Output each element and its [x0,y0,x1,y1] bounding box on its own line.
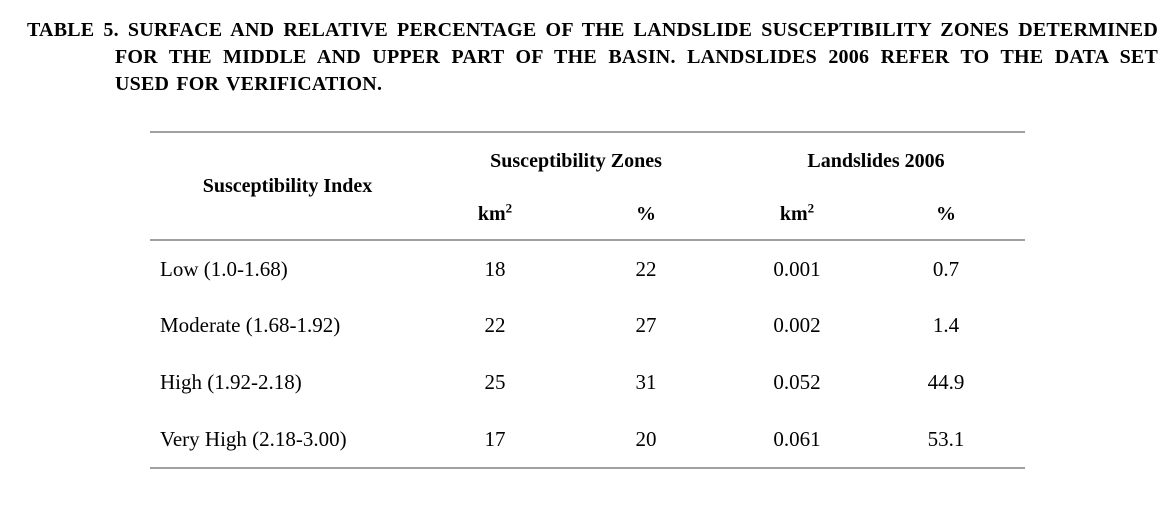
group-header-susceptibility-zones: Susceptibility Zones [490,149,662,172]
cell-landslides-km2: 0.002 [773,313,821,337]
subheader-zones-km2: km2 [425,189,565,240]
table-body: Low (1.0-1.68) 18 22 0.001 0.7 Moderate … [150,240,1025,468]
cell-landslides-km2: 0.052 [773,370,821,394]
unit-label: km [779,202,808,225]
caption-line-1: TABLE 5. SURFACE AND RELATIVE PERCENTAGE… [27,19,1158,41]
cell-zones-km2: 22 [484,313,506,337]
table-row-very-high: Very High (2.18-3.00) 17 20 0.061 53.1 [150,411,1025,468]
cell-zones-percent: 20 [635,426,657,451]
subheader-landslides-km2: km2 [727,189,867,240]
cell-zones-percent: 22 [635,256,657,281]
caption-line-2: FOR THE MIDDLE AND UPPER PART OF THE BAS… [115,46,1158,68]
unit-label: km [477,202,506,225]
group-header-landslides-2006: Landslides 2006 [807,149,945,172]
cell-landslides-percent: 0.7 [932,256,960,281]
unit-label: % [936,202,957,225]
unit-superscript: 2 [807,199,815,215]
cell-zones-percent: 31 [635,370,657,394]
row-label: Very High (2.18-3.00) [160,426,347,451]
group-header-row: Susceptibility Index Susceptibility Zone… [150,132,1025,197]
unit-label: % [636,202,656,225]
unit-superscript: 2 [505,199,513,215]
table-row-moderate: Moderate (1.68-1.92) 22 27 0.002 1.4 [150,297,1025,354]
row-label: Low (1.0-1.68) [160,256,288,281]
row-label: Moderate (1.68-1.92) [160,313,341,337]
cell-landslides-percent: 1.4 [932,313,960,337]
susceptibility-table: Susceptibility Index Susceptibility Zone… [150,131,1026,469]
subheader-zones-percent: % [565,189,727,240]
table-row-high: High (1.92-2.18) 25 31 0.052 44.9 [150,354,1025,411]
table-header: Susceptibility Index Susceptibility Zone… [150,132,1026,240]
cell-zones-km2: 18 [484,256,506,281]
row-label: High (1.92-2.18) [160,370,302,394]
table-caption: TABLE 5. SURFACE AND RELATIVE PERCENTAGE… [27,17,1158,98]
table-row-low: Low (1.0-1.68) 18 22 0.001 0.7 [150,240,1025,297]
cell-zones-km2: 25 [484,370,506,394]
cell-zones-km2: 17 [484,426,506,451]
caption-line-3: USED FOR VERIFICATION. [115,73,383,95]
subheader-row: km2 % km2 % [150,189,1025,240]
column-header-susceptibility-index: Susceptibility Index [202,174,373,197]
subheader-landslides-percent: % [867,189,1025,240]
cell-landslides-percent: 53.1 [927,426,965,451]
cell-landslides-km2: 0.061 [773,426,821,451]
cell-zones-percent: 27 [635,313,657,337]
cell-landslides-percent: 44.9 [927,370,965,394]
cell-landslides-km2: 0.001 [773,256,821,281]
